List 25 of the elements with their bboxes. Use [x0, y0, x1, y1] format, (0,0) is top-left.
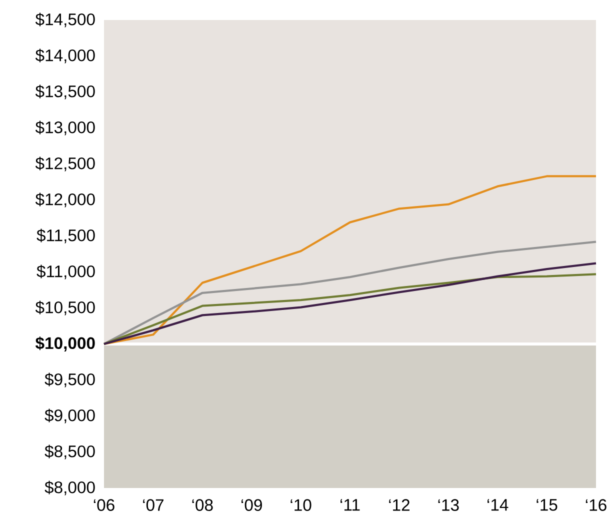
y-tick-label: $10,500 [35, 300, 95, 316]
y-tick-label: $9,500 [44, 372, 95, 388]
y-tick-label: $11,500 [36, 228, 95, 244]
y-tick-label: $12,000 [35, 192, 95, 208]
x-tick-label: ‘08 [192, 499, 213, 511]
x-tick-label: ‘13 [438, 499, 459, 511]
x-tick-label: ‘16 [586, 499, 606, 511]
y-tick-label: $12,500 [35, 156, 95, 172]
y-tick-label: $8,000 [44, 480, 95, 496]
x-tick-label: ‘07 [143, 499, 164, 511]
x-tick-label: ‘12 [389, 499, 410, 511]
y-tick-label: $8,500 [44, 444, 95, 460]
x-tick-label: ‘15 [536, 499, 558, 511]
x-tick-label: ‘09 [242, 499, 262, 511]
x-tick-label: ‘06 [94, 499, 114, 511]
y-tick-label: $9,000 [44, 408, 95, 424]
x-tick-label: ‘14 [488, 499, 508, 511]
y-tick-label: $11,000 [36, 264, 95, 280]
x-tick-label: ‘11 [340, 499, 360, 511]
y-tick-label: $14,500 [35, 12, 95, 28]
x-tick-label: ‘10 [290, 499, 312, 511]
y-tick-label: $10,000 [35, 336, 95, 352]
y-tick-label: $13,500 [35, 84, 95, 100]
y-tick-label: $13,000 [35, 120, 95, 136]
y-tick-label: $14,000 [35, 48, 95, 64]
